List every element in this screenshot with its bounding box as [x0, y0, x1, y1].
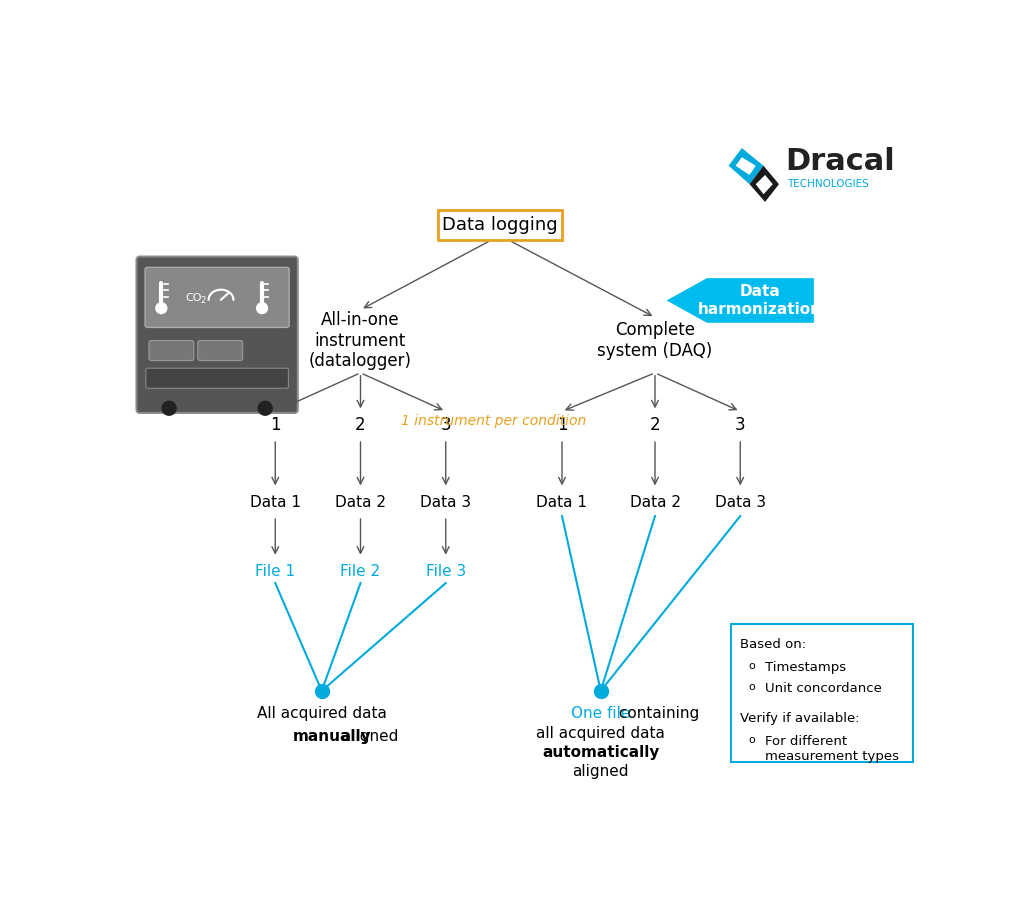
Circle shape: [162, 402, 176, 415]
Text: Data logging: Data logging: [442, 216, 558, 234]
Polygon shape: [735, 157, 756, 175]
Text: All-in-one
instrument
(datalogger): All-in-one instrument (datalogger): [309, 311, 412, 370]
Text: Data 1: Data 1: [250, 494, 301, 510]
Text: Timestamps: Timestamps: [765, 661, 846, 674]
Polygon shape: [750, 165, 779, 202]
Text: Based on:: Based on:: [740, 638, 806, 651]
Circle shape: [156, 302, 167, 313]
Text: automatically: automatically: [542, 744, 659, 760]
Circle shape: [257, 302, 267, 313]
Text: For different
measurement types: For different measurement types: [765, 735, 899, 763]
Text: TECHNOLOGIES: TECHNOLOGIES: [787, 179, 869, 189]
Text: containing: containing: [614, 707, 699, 721]
FancyBboxPatch shape: [145, 267, 289, 327]
Text: File 3: File 3: [426, 564, 466, 579]
Text: Data 1: Data 1: [537, 494, 588, 510]
Text: o: o: [748, 735, 755, 744]
Polygon shape: [667, 278, 814, 323]
Text: File 1: File 1: [255, 564, 295, 579]
Text: Data 2: Data 2: [630, 494, 681, 510]
Polygon shape: [729, 148, 764, 184]
Text: Unit concordance: Unit concordance: [765, 683, 882, 696]
Text: o: o: [748, 661, 755, 671]
Text: Data
harmonization: Data harmonization: [697, 284, 821, 317]
FancyBboxPatch shape: [145, 369, 289, 388]
Text: 3: 3: [735, 416, 745, 434]
Text: 2: 2: [355, 416, 366, 434]
Text: Data 2: Data 2: [335, 494, 386, 510]
Text: CO: CO: [185, 293, 202, 303]
Polygon shape: [756, 175, 773, 194]
FancyBboxPatch shape: [148, 341, 194, 360]
Text: 1 instrument per condition: 1 instrument per condition: [401, 414, 587, 427]
Text: Data 3: Data 3: [420, 494, 471, 510]
Text: manually: manually: [292, 730, 371, 744]
Text: File 2: File 2: [340, 564, 381, 579]
Text: Verify if available:: Verify if available:: [740, 711, 860, 725]
Text: 3: 3: [440, 416, 451, 434]
FancyBboxPatch shape: [136, 256, 298, 413]
Text: aligned: aligned: [337, 730, 398, 744]
FancyBboxPatch shape: [731, 624, 913, 763]
Text: 1: 1: [270, 416, 281, 434]
Text: Dracal: Dracal: [785, 147, 895, 176]
Text: all acquired data: all acquired data: [537, 725, 666, 741]
Text: Data 3: Data 3: [715, 494, 766, 510]
Text: 2: 2: [201, 296, 206, 305]
Text: o: o: [748, 683, 755, 692]
Text: All acquired data: All acquired data: [257, 707, 387, 721]
Text: One file: One file: [571, 707, 631, 721]
FancyBboxPatch shape: [198, 341, 243, 360]
Text: Complete
system (DAQ): Complete system (DAQ): [597, 321, 713, 360]
Text: 1: 1: [557, 416, 567, 434]
Text: aligned: aligned: [572, 764, 629, 779]
FancyBboxPatch shape: [438, 210, 562, 241]
Text: 2: 2: [649, 416, 660, 434]
Circle shape: [258, 402, 272, 415]
